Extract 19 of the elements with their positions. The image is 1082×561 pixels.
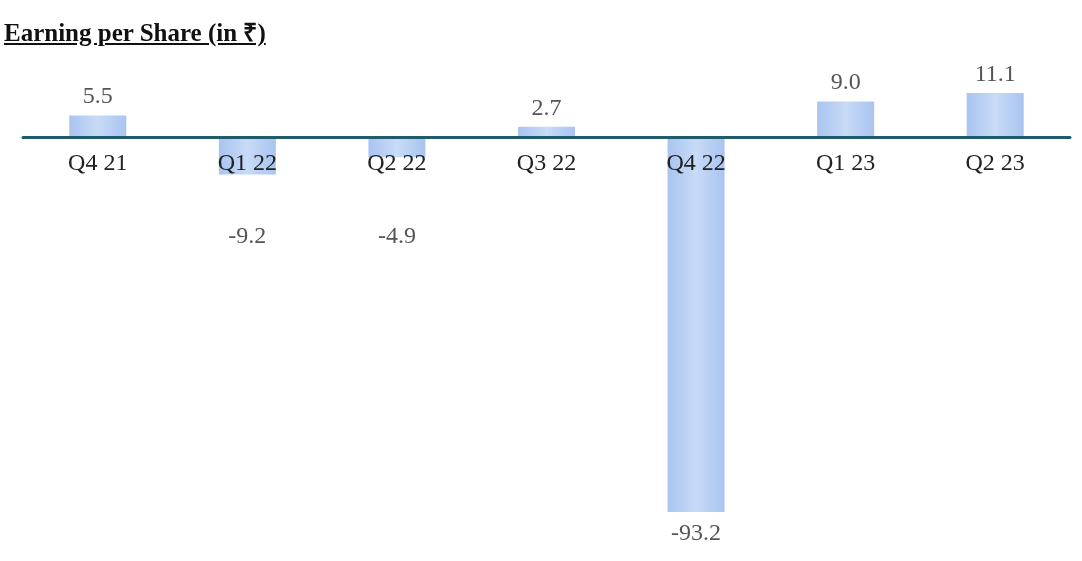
bar [69,115,127,138]
x-tick-label: Q2 22 [367,148,427,175]
bar [966,93,1024,138]
bar [817,101,875,138]
x-tick-label: Q1 22 [217,148,278,175]
x-tick-label: Q4 22 [666,148,726,175]
x-tick-label: Q2 23 [965,148,1025,175]
data-label: 5.5 [82,82,113,109]
data-label: 9.0 [830,68,861,95]
x-tick-label: Q3 22 [516,148,577,175]
data-label: -4.9 [377,221,416,248]
bar [667,137,725,512]
data-label: -93.2 [671,519,722,545]
data-label: -9.2 [228,221,267,248]
chart-title: Earning per Share (in ₹) [4,18,266,48]
data-label: 2.7 [531,93,562,120]
x-tick-label: Q4 21 [68,148,128,175]
data-label: 11.1 [974,60,1016,86]
x-tick-label: Q1 23 [815,148,876,175]
